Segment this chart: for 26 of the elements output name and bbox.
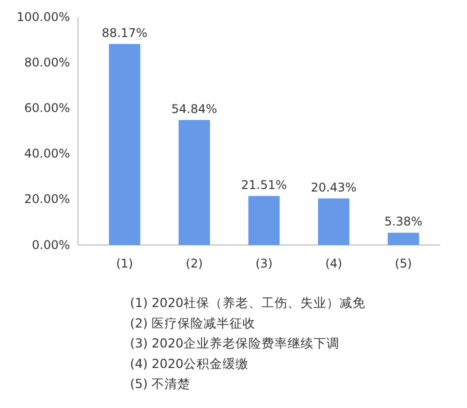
bar	[388, 232, 420, 245]
y-tick-label: 20.00%	[24, 192, 70, 206]
text: (5) 不清楚	[130, 376, 191, 392]
x-tick-label: (2)	[186, 256, 203, 271]
bar	[178, 120, 210, 245]
text: (4) 2020公积金缓缴	[130, 356, 248, 371]
data-label: 5.38%	[384, 214, 422, 229]
y-tick-label: 0.00%	[32, 238, 70, 252]
y-tick-label: 100.00%	[16, 10, 70, 24]
data-label: 54.84%	[171, 102, 218, 116]
text: (3) 2020企业养老保险费率继续下调	[130, 336, 340, 351]
y-tick-label: 80.00%	[24, 55, 70, 70]
x-tick-label: (5)	[394, 256, 412, 271]
text: (1) 2020社保（养老、工伤、失业）减免	[130, 295, 366, 310]
x-tick-label: (1)	[116, 256, 134, 271]
text: (2) 医疗保险减半征收	[130, 315, 256, 330]
bar	[248, 196, 280, 245]
data-label: 20.43%	[310, 180, 357, 194]
bar	[318, 198, 350, 245]
y-tick-label: 40.00%	[24, 146, 70, 161]
x-tick-label: (4)	[325, 256, 342, 271]
bar	[108, 44, 140, 245]
data-label: 21.51%	[241, 178, 287, 192]
y-tick-label: 60.00%	[24, 101, 70, 116]
x-tick-label: (3)	[256, 256, 272, 271]
data-label: 88.17%	[102, 26, 148, 40]
